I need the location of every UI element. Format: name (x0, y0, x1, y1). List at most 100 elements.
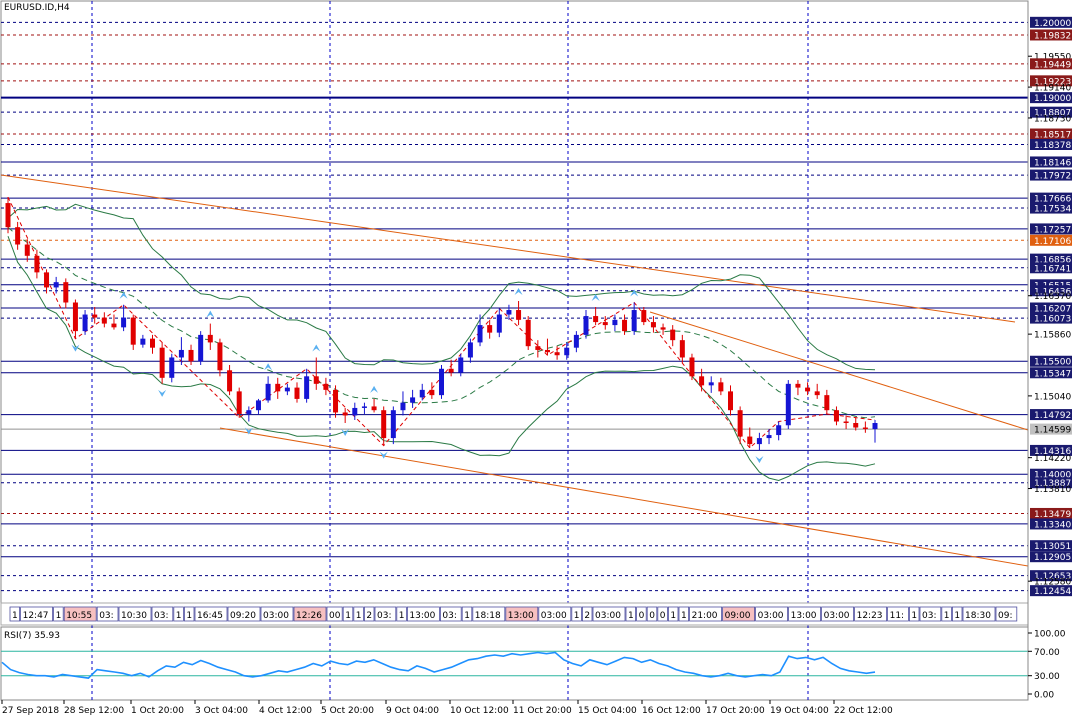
candle-body (477, 325, 483, 343)
price-tag-bg (1030, 262, 1072, 274)
candle-body (410, 397, 416, 403)
price-tag-bg (1030, 75, 1072, 87)
trade-tag-text: 1 (574, 611, 580, 621)
trade-tag-box (941, 606, 952, 622)
fractal-down-icon (379, 451, 388, 459)
candle-body (853, 423, 859, 428)
rsi-pane (1, 650, 1028, 679)
trade-tag-box (63, 606, 97, 622)
fractal-up-icon (591, 294, 600, 302)
price-label: 1.14599 (1034, 426, 1071, 436)
trade-tag-text: 03: (99, 611, 113, 621)
price-label: 1.17972 (1034, 172, 1071, 182)
trade-tag-box (396, 606, 407, 622)
fractal-up-icon (370, 385, 379, 393)
price-label: 1.16741 (1034, 264, 1071, 274)
candle-body (525, 319, 531, 347)
candle-body (313, 376, 319, 384)
candle-body (458, 357, 464, 373)
trade-tag-text: 1 (464, 611, 470, 621)
time-label: 17 Oct 20:00 (706, 706, 765, 716)
trade-tag-text: 18:18 (475, 611, 501, 621)
price-label: 1.19832 (1034, 31, 1071, 41)
price-tag-bg (1030, 192, 1072, 204)
price-tag-bg (1030, 29, 1072, 41)
time-label: 9 Oct 04:00 (386, 706, 439, 716)
candle-body (544, 349, 550, 353)
price-tag-bg (1030, 468, 1072, 480)
price-label: 1.13887 (1034, 479, 1071, 489)
candle-body (756, 438, 762, 445)
trade-tag-box (183, 606, 195, 622)
upper-trendline (0, 174, 1016, 323)
trade-tag-box (668, 606, 679, 622)
candle-body (564, 347, 570, 356)
candle-body (294, 387, 300, 399)
time-label: 19 Oct 04:00 (770, 706, 829, 716)
trade-tag-box (293, 606, 327, 622)
candle-body (728, 391, 733, 411)
trade-tag-text: 03:00 (263, 611, 289, 621)
candle-body (130, 317, 136, 345)
price-label: 1.13051 (1034, 542, 1071, 552)
candle-body (390, 410, 396, 439)
trade-tag-text: 1 (954, 611, 960, 621)
rsi-scale-label: 70.00 (1034, 648, 1060, 658)
trade-tag-box (439, 606, 462, 622)
trade-tag-text: 03:00 (595, 611, 621, 621)
candle-body (361, 406, 367, 408)
trade-tag-box (363, 606, 375, 622)
fractal-up-icon (264, 363, 273, 371)
candle-body (699, 376, 705, 386)
price-label: 1.19550 (1034, 53, 1071, 63)
price-label: 1.14000 (1034, 471, 1071, 481)
horizontal-level-lines[interactable] (1, 21, 1028, 592)
candle-body (583, 316, 589, 335)
candle-body (689, 357, 695, 377)
price-label: 1.18730 (1034, 114, 1071, 124)
price-label: 1.15860 (1034, 331, 1071, 341)
candle-body (708, 382, 714, 386)
fractal-up-icon (312, 344, 321, 352)
price-tag-bg (1030, 16, 1072, 28)
candle-body (207, 334, 213, 343)
trade-tag-text: 21:00 (692, 611, 718, 621)
price-label: 1.13340 (1034, 520, 1071, 530)
trade-tag-box (406, 606, 440, 622)
trade-tag-box (646, 606, 658, 622)
price-tag-bg (1030, 551, 1072, 563)
trade-tag-text: 2 (584, 611, 590, 621)
price-label: 1.18807 (1034, 109, 1071, 119)
candle-body (419, 389, 425, 398)
price-label: 1.16207 (1034, 304, 1071, 314)
lower-trendline (219, 427, 1029, 567)
candle-body (82, 314, 88, 332)
candle-body (737, 410, 743, 437)
price-label: 1.15040 (1034, 392, 1071, 402)
price-tag-bg (1030, 312, 1072, 324)
candle-body (400, 402, 406, 411)
price-label: 1.15347 (1034, 369, 1071, 379)
candle-body (34, 255, 40, 273)
zigzag-line (7, 196, 876, 449)
trade-tag-box (962, 606, 996, 622)
price-tag-bg (1030, 585, 1072, 597)
trade-tag-text: 16:45 (197, 611, 223, 621)
resistance-trendline (649, 311, 1029, 431)
trade-tag-text: 09:20 (230, 611, 256, 621)
candle-body (15, 227, 21, 245)
price-label: 1.19140 (1034, 84, 1071, 94)
candle-body (236, 391, 242, 414)
candlestick-series (5, 197, 878, 451)
trade-tag-box (689, 606, 722, 622)
candle-body (814, 391, 820, 396)
trade-tag-box (887, 606, 909, 622)
trade-tag-box (194, 606, 228, 622)
candle-body (255, 400, 261, 411)
candle-body (92, 314, 98, 318)
trendlines[interactable] (0, 174, 1029, 567)
trade-tag-box (657, 606, 668, 622)
trade-tag-box (173, 606, 184, 622)
